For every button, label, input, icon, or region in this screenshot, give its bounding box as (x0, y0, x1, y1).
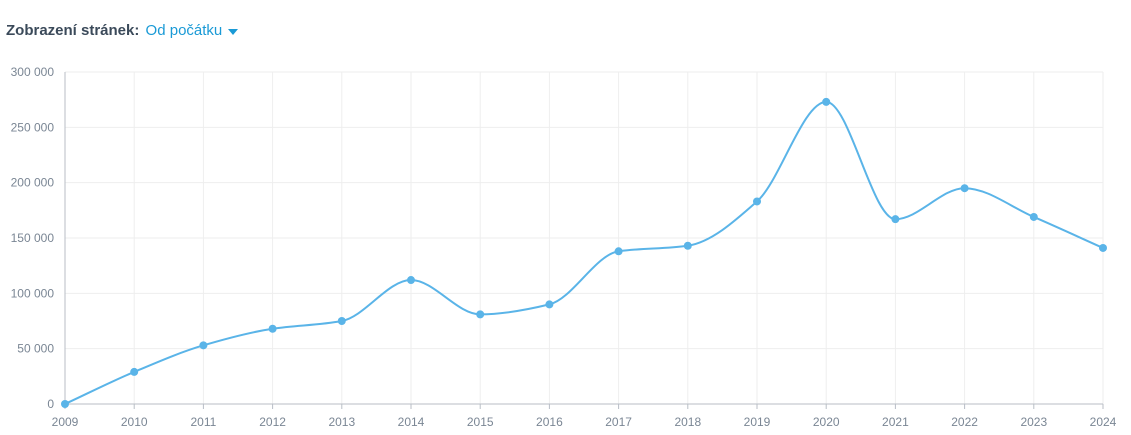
x-tick-label: 2015 (467, 415, 494, 429)
data-point (1099, 243, 1107, 252)
x-tick-label: 2014 (398, 415, 425, 429)
caret-down-icon (228, 28, 239, 35)
period-dropdown[interactable]: Od počátku (146, 22, 239, 39)
y-tick-label: 150 000 (11, 231, 55, 245)
x-tick-label: 2019 (744, 415, 771, 429)
x-tick-label: 2009 (52, 415, 79, 429)
data-point (891, 215, 900, 224)
data-point (545, 300, 554, 309)
chart-header: Zobrazení stránek: Od počátku (6, 22, 239, 39)
x-tick-label: 2018 (674, 415, 701, 429)
x-tick-label: 2013 (328, 415, 355, 429)
period-dropdown-value: Od počátku (145, 22, 223, 39)
y-tick-label: 100 000 (11, 286, 55, 300)
data-point (753, 197, 761, 206)
data-point (407, 276, 415, 285)
x-tick-label: 2020 (813, 415, 840, 429)
header-label: Zobrazení stránek: (6, 22, 140, 39)
y-tick-label: 300 000 (11, 65, 55, 79)
data-point (268, 324, 277, 333)
data-point (130, 367, 139, 376)
data-point (960, 184, 969, 193)
x-tick-label: 2021 (882, 415, 909, 429)
data-point (614, 247, 623, 256)
series-line (64, 100, 1104, 405)
data-point (199, 341, 208, 350)
x-tick-label: 2012 (259, 415, 286, 429)
y-tick-label: 50 000 (17, 342, 54, 356)
x-tick-label: 2024 (1090, 415, 1117, 429)
data-point (61, 400, 69, 408)
x-tick-label: 2023 (1020, 415, 1047, 429)
data-point (476, 310, 485, 319)
x-tick-label: 2011 (190, 415, 216, 429)
x-tick-label: 2016 (536, 415, 563, 429)
data-point (1029, 212, 1038, 221)
y-tick-label: 200 000 (11, 176, 55, 190)
data-point (683, 241, 692, 250)
x-tick-label: 2010 (121, 415, 148, 429)
x-tick-label: 2017 (605, 415, 632, 429)
x-tick-label: 2022 (951, 415, 978, 429)
data-point (337, 317, 346, 325)
y-tick-label: 0 (47, 397, 54, 411)
data-point (822, 97, 831, 106)
y-tick-label: 250 000 (11, 120, 55, 134)
